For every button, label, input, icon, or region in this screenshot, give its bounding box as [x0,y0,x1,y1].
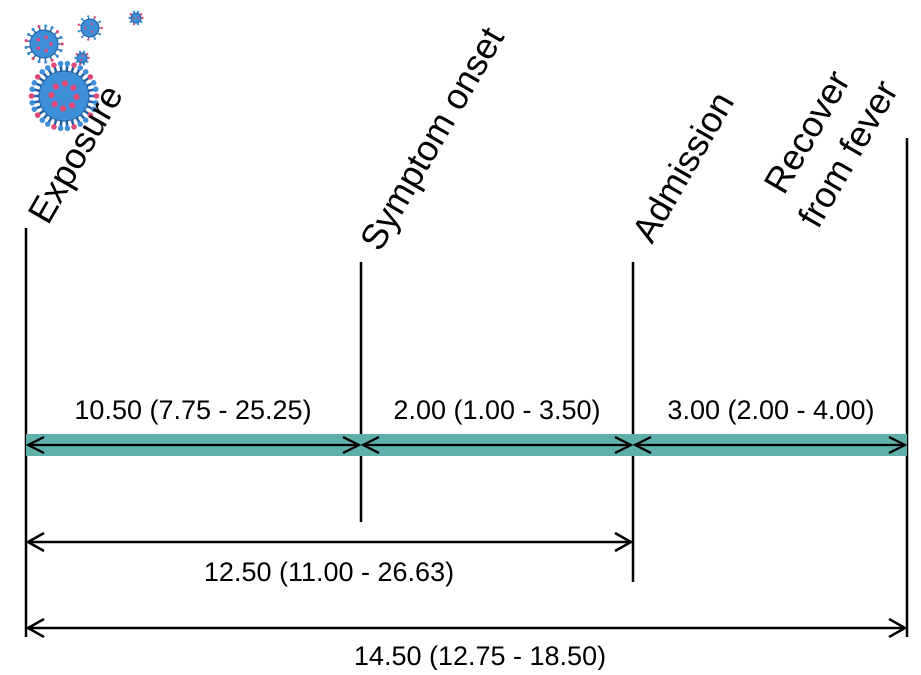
interval-exposure-to-onset: 10.50 (7.75 - 25.25) [74,395,311,425]
onset-to-admission-arrow [360,436,634,454]
interval-admission-to-recovery: 3.00 (2.00 - 4.00) [667,395,874,425]
virus-particle-icon [74,50,90,66]
exposure-to-admission-arrow [25,531,634,553]
exposure-to-recovery-arrow [25,617,908,639]
virus-particle-icon [24,24,64,64]
interval-exposure-to-recovery: 14.50 (12.75 - 18.50) [354,641,606,670]
virus-cluster-icon [24,10,144,132]
admission-to-recovery-arrow [632,436,908,454]
event-label-admission: Admission [623,85,742,249]
virus-particle-icon [128,10,144,26]
virus-particle-icon [28,60,100,132]
interval-exposure-to-admission: 12.50 (11.00 - 26.63) [204,557,454,587]
exposure-to-onset-arrow [25,436,362,454]
interval-onset-to-admission: 2.00 (1.00 - 3.50) [393,395,600,425]
virus-particle-icon [77,15,103,41]
event-label-symptom-onset: Symptom onset [351,20,512,257]
